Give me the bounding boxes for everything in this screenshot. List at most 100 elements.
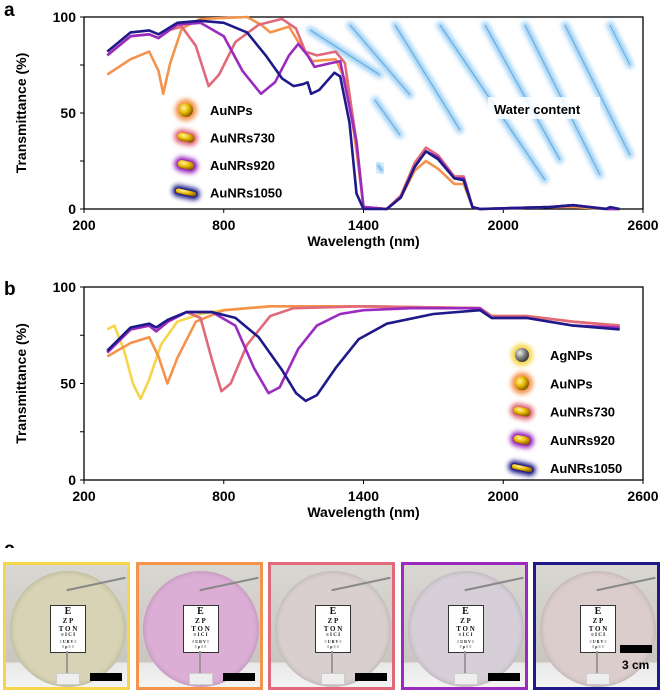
charts: a b c Water content 200 800 1400 2000 2600 0 50… <box>4 0 659 548</box>
legend-label: AuNRs920 <box>550 433 615 448</box>
legend-item-aunps: AuNPs <box>175 99 253 121</box>
panel-label-c: c <box>4 539 15 548</box>
y-axis-title: Transmittance (%) <box>13 53 29 174</box>
eye-chart-line: ≡ U R V ≡ <box>456 639 475 644</box>
x-tick-label: 2000 <box>488 217 519 233</box>
x-tick-label: 800 <box>212 217 236 233</box>
eye-chart-line: ≡ p ≡ ≡ <box>326 644 340 649</box>
chart-a: Water content 200 800 1400 2000 2600 0 50 100 Wav… <box>13 9 659 249</box>
eye-chart-line: ≡ I C I <box>458 633 473 638</box>
series-line-aunrs1050 <box>106 19 620 211</box>
eye-chart-line: Z P <box>62 617 74 625</box>
nanorod-icon <box>512 405 532 418</box>
x-axis-title: Wavelength (nm) <box>307 233 419 249</box>
stand-base <box>56 673 80 685</box>
nanorod-icon <box>510 463 534 474</box>
nanorod-icon <box>512 433 532 446</box>
eye-chart-line: ≡ I C I <box>325 633 341 638</box>
scale-bar <box>355 673 387 681</box>
eye-chart-line: ≡ U R V ≡ <box>191 639 210 644</box>
eye-chart-line: E <box>64 606 72 617</box>
x-tick-label: 2600 <box>627 217 658 233</box>
stand <box>596 651 598 675</box>
stand <box>66 651 68 675</box>
eye-chart-line: ≡ p ≡ ≡ <box>194 644 207 649</box>
sample-photo: E Z P T O N ≡ I C I ≡ U R V ≡ ≡ p ≡ ≡ <box>135 562 263 690</box>
sample-photo: E Z P T O N ≡ I C I ≡ U R V ≡ ≡ p ≡ ≡ 3 … <box>533 562 660 690</box>
eye-chart-card: E Z P T O N ≡ I C I ≡ U R V ≡ ≡ p ≡ ≡ <box>447 605 484 653</box>
eye-chart-line: ≡ p ≡ ≡ <box>61 644 75 649</box>
nanorod-icon <box>174 187 198 198</box>
stand-base <box>586 673 610 685</box>
panel-label-a: a <box>4 0 15 21</box>
legend-item-aunrs730: AuNRs730 <box>174 129 275 146</box>
legend-label: AuNRs730 <box>210 131 275 146</box>
eye-chart-line: ≡ p ≡ ≡ <box>459 644 472 649</box>
panel-label-b: b <box>4 279 16 300</box>
water-content-annotation: Water content <box>494 102 581 117</box>
legend-item-aunrs730: AuNRs730 <box>510 403 615 421</box>
eye-chart-line: T O N <box>191 625 210 633</box>
x-tick-label: 1400 <box>348 488 379 504</box>
chart-b: 200 800 1400 2000 2600 0 50 100 Wavelength (nm) T… <box>13 279 659 520</box>
eye-chart-line: Z P <box>327 617 339 625</box>
legend-item-aunrs920: AuNRs920 <box>510 431 615 449</box>
legend-label: AuNPs <box>550 376 593 391</box>
eye-chart-line: E <box>462 606 469 617</box>
stand <box>463 651 466 675</box>
eye-chart-line: ≡ I C I <box>590 633 606 638</box>
eye-chart-line: ≡ U R V ≡ <box>324 639 342 644</box>
eye-chart-line: Z P <box>460 617 471 625</box>
sample-photo: E Z P T O N ≡ I C I ≡ U R V ≡ ≡ p ≡ ≡ <box>3 562 130 690</box>
stand-base <box>188 673 213 685</box>
nanorod-icon <box>176 159 196 171</box>
eye-chart-card: E Z P T O N ≡ I C I ≡ U R V ≡ ≡ p ≡ ≡ <box>50 605 86 653</box>
y-tick-label: 100 <box>53 279 77 295</box>
scale-bar <box>222 673 255 681</box>
sample-photo: E Z P T O N ≡ I C I ≡ U R V ≡ ≡ p ≡ ≡ <box>268 562 395 690</box>
eye-chart-card: E Z P T O N ≡ I C I ≡ U R V ≡ ≡ p ≡ ≡ <box>580 605 616 653</box>
eye-chart-line: E <box>197 606 204 617</box>
scale-bar <box>620 645 652 653</box>
y-tick-label: 50 <box>60 105 76 121</box>
x-tick-label: 800 <box>212 488 236 504</box>
y-tick-label: 100 <box>53 9 77 25</box>
x-tick-label: 1400 <box>348 217 379 233</box>
eye-chart-line: E <box>329 606 337 617</box>
eye-chart-line: ≡ I C I <box>193 633 208 638</box>
eye-chart-line: T O N <box>58 625 78 633</box>
water-content-hatch <box>306 21 634 184</box>
scale-bar <box>487 673 520 681</box>
eye-chart-line: E <box>594 606 602 617</box>
legend-label: AgNPs <box>550 348 593 363</box>
legend-label: AuNRs730 <box>550 405 615 420</box>
legend-item-agnps: AgNPs <box>511 344 593 366</box>
eye-chart-line: ≡ p ≡ ≡ <box>591 644 605 649</box>
eye-chart-line: T O N <box>588 625 608 633</box>
eye-chart-line: Z P <box>592 617 604 625</box>
x-tick-label: 200 <box>72 488 96 504</box>
eye-chart-line: T O N <box>323 625 343 633</box>
y-tick-label: 0 <box>68 472 76 488</box>
y-tick-label: 0 <box>68 201 76 217</box>
eye-chart-card: E Z P T O N ≡ I C I ≡ U R V ≡ ≡ p ≡ ≡ <box>315 605 351 653</box>
eye-chart-line: ≡ U R V ≡ <box>589 639 607 644</box>
nanoparticle-icon <box>515 348 529 362</box>
legend-item-aunrs1050: AuNRs1050 <box>172 184 282 201</box>
y-tick-label: 50 <box>60 376 76 392</box>
eye-chart-card: E Z P T O N ≡ I C I ≡ U R V ≡ ≡ p ≡ ≡ <box>182 605 219 653</box>
scale-label: 3 cm <box>622 658 650 672</box>
series-line-aunrs1050 <box>106 308 620 403</box>
x-tick-label: 2600 <box>627 488 658 504</box>
stand <box>331 651 333 675</box>
eye-chart-line: ≡ U R V ≡ <box>59 639 77 644</box>
nanoparticle-icon <box>515 376 529 391</box>
nanoparticle-icon <box>179 103 193 117</box>
stand-base <box>453 673 478 685</box>
eye-chart-line: T O N <box>456 625 475 633</box>
nanorod-icon <box>176 131 196 144</box>
eye-chart-line: Z P <box>195 617 206 625</box>
scale-bar <box>90 673 122 681</box>
y-axis-title: Transmittance (%) <box>13 323 29 444</box>
